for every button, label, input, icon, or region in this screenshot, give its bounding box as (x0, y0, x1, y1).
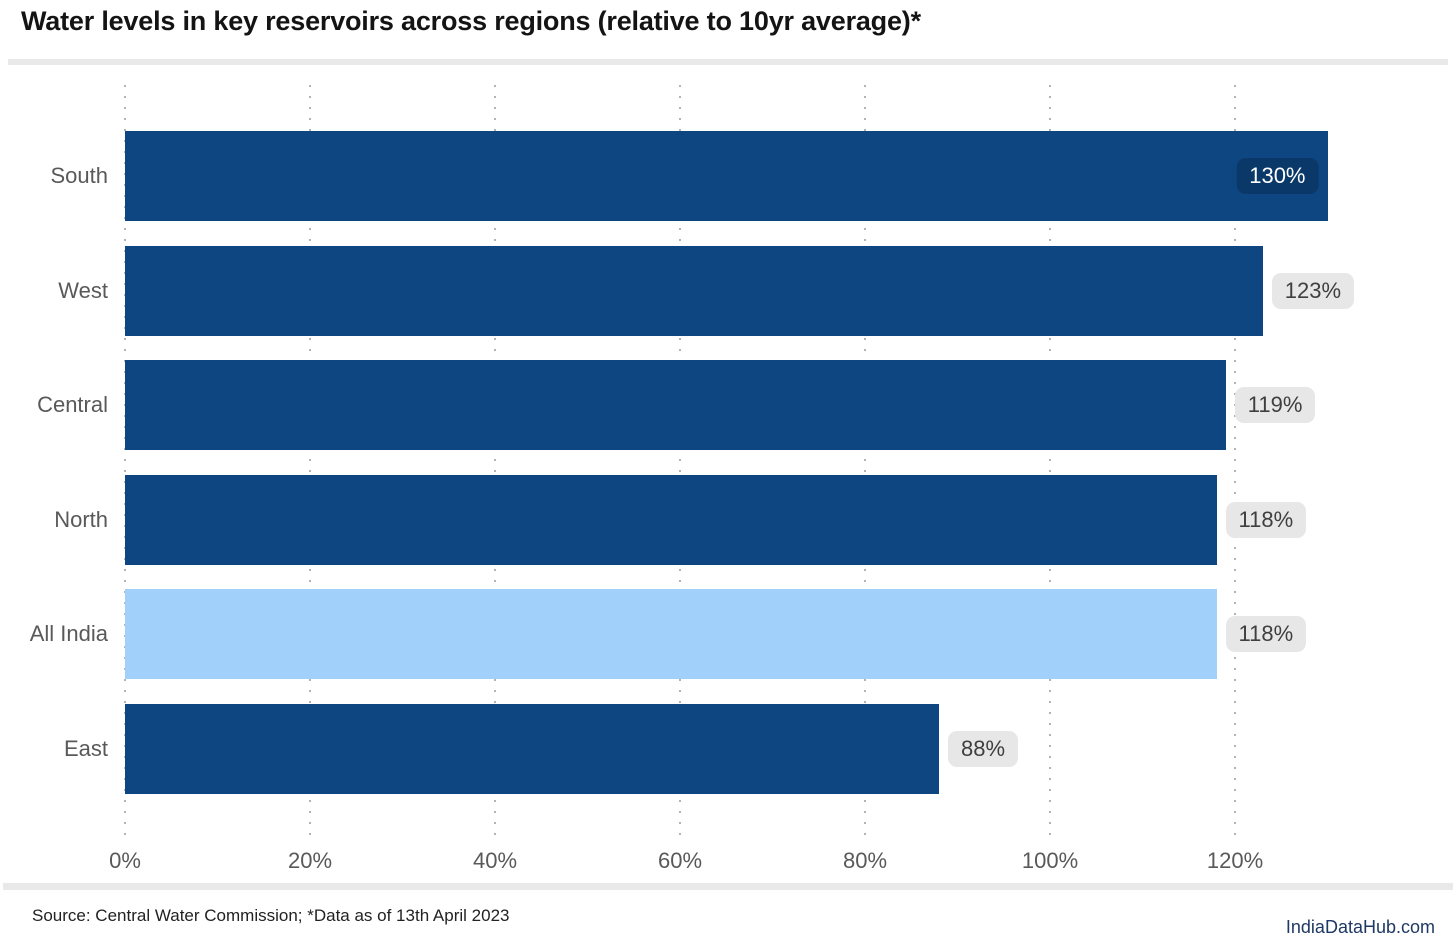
value-label-north: 118% (1225, 501, 1307, 538)
bar-north (125, 474, 1217, 565)
value-label-south: 130% (1236, 158, 1319, 194)
value-label-all-india: 118% (1225, 616, 1307, 652)
category-label-west: West (58, 277, 108, 303)
x-axis-tick-0: 0% (109, 848, 141, 873)
category-label-all-india: All India (29, 621, 108, 646)
gridline-40 (494, 85, 496, 842)
gridline-20 (309, 85, 311, 842)
bar-west (125, 245, 1263, 336)
bar-all-india (125, 589, 1217, 679)
value-label-east: 88% (948, 730, 1019, 767)
value-label-west: 123% (1271, 272, 1355, 309)
plot-area: 0% 20% 40% 60% 80% 100% 120% South 130% West 123% C… (29, 85, 1355, 873)
bar-central (125, 360, 1226, 450)
category-label-east: East (63, 735, 108, 761)
title-divider (8, 59, 1448, 65)
x-axis-tick-80: 80% (842, 848, 888, 873)
x-axis-tick-20: 20% (287, 848, 333, 873)
category-label-central: Central (37, 392, 108, 417)
chart-title: Water levels in key reservoirs across re… (21, 6, 921, 36)
x-axis-tick-100: 100% (1021, 848, 1079, 873)
value-label-central: 119% (1234, 387, 1316, 423)
footer-divider (3, 883, 1453, 890)
brand-link[interactable]: IndiaDataHub.com (1285, 917, 1435, 937)
x-axis-tick-40: 40% (472, 848, 518, 873)
category-label-north: North (54, 506, 108, 532)
x-axis-tick-120: 120% (1206, 848, 1264, 873)
category-label-south: South (50, 163, 109, 188)
gridline-60 (679, 85, 681, 842)
gridline-0 (124, 85, 126, 842)
gridline-100 (1049, 85, 1051, 842)
bar-east (125, 703, 939, 794)
gridline-80 (864, 85, 866, 842)
bar-south (125, 131, 1328, 221)
source-note: Source: Central Water Commission; *Data … (32, 906, 510, 925)
gridline-120 (1234, 85, 1236, 842)
x-axis-tick-60: 60% (657, 848, 703, 873)
